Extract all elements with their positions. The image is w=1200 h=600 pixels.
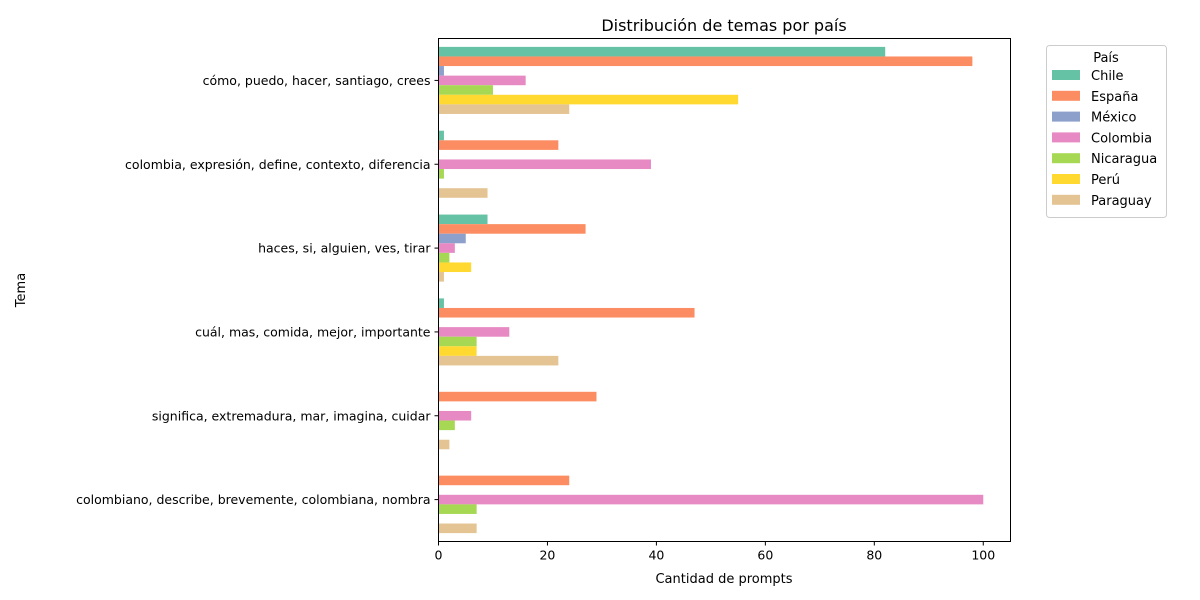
legend-label: Colombia (1091, 131, 1152, 146)
bar (438, 272, 444, 282)
bar (438, 410, 472, 421)
y-tick-label: haces, si, alguien, ves, tirar (258, 241, 431, 256)
bar (438, 346, 477, 356)
legend-swatch (1052, 132, 1080, 143)
bar (438, 243, 455, 253)
legend-label: España (1091, 90, 1138, 105)
x-tick-label: 20 (539, 548, 555, 563)
bar (438, 475, 570, 486)
x-axis-ticks: 0 20 40 60 80 100 (435, 541, 995, 563)
chart-title: Distribución de temas por país (601, 16, 846, 35)
legend-swatch (1052, 153, 1080, 164)
y-axis-ticks: cómo, puedo, hacer, santiago, crees colom… (76, 73, 439, 507)
bar (438, 56, 973, 67)
bar (438, 159, 651, 170)
x-axis-title: Cantidad de prompts (655, 572, 792, 587)
bar (438, 66, 444, 76)
bar (438, 75, 526, 86)
bar (438, 494, 984, 505)
bar (438, 336, 477, 347)
x-tick-label: 40 (648, 548, 664, 563)
legend-label: Paraguay (1091, 194, 1152, 209)
legend-swatch (1052, 90, 1080, 101)
bars (438, 46, 984, 534)
bar (438, 85, 493, 95)
bar (438, 262, 472, 273)
legend-label: Nicaragua (1091, 152, 1157, 167)
bar (438, 504, 477, 514)
legend-title: País (1093, 51, 1119, 66)
legend-items: Chile España México Colombia Nicaragua Perú Pa… (1052, 69, 1157, 209)
bar (438, 224, 586, 234)
bar (438, 104, 570, 114)
legend-swatch (1052, 111, 1080, 122)
legend-swatch (1052, 194, 1080, 205)
x-tick-label: 60 (757, 548, 773, 563)
bar (438, 169, 444, 179)
x-tick-label: 0 (435, 548, 443, 563)
bar (438, 355, 559, 366)
bar (438, 307, 695, 318)
bar (438, 46, 886, 57)
bar (438, 439, 450, 450)
y-tick-label: colombia, expresión, define, contexto, d… (125, 157, 430, 172)
legend-label: México (1091, 111, 1136, 126)
bar (438, 130, 444, 141)
legend: País Chile España México Colombia Nicaragua P… (1046, 45, 1167, 218)
y-tick-label: cómo, puedo, hacer, santiago, crees (203, 73, 431, 88)
x-tick-label: 80 (866, 548, 882, 563)
x-tick-label: 100 (971, 548, 995, 563)
y-tick-label: significa, extremadura, mar, imagina, cu… (152, 408, 431, 423)
bar (438, 188, 488, 198)
bar (438, 298, 444, 308)
bar (438, 327, 510, 337)
bar (438, 420, 455, 431)
y-tick-label: colombiano, describe, brevemente, colomb… (76, 492, 430, 507)
plot-frame (438, 38, 1011, 542)
legend-swatch (1052, 174, 1080, 184)
legend-swatch (1052, 70, 1080, 80)
bar (438, 233, 466, 244)
legend-label: Perú (1091, 173, 1120, 188)
y-axis-title: Tema (14, 273, 29, 308)
bar (438, 214, 488, 225)
bar (438, 391, 597, 402)
legend-label: Chile (1091, 69, 1124, 84)
bar (438, 252, 450, 263)
bar (438, 94, 739, 105)
bar (438, 523, 477, 534)
y-tick-label: cuál, mas, comida, mejor, importante (195, 324, 431, 339)
bar (438, 140, 559, 150)
